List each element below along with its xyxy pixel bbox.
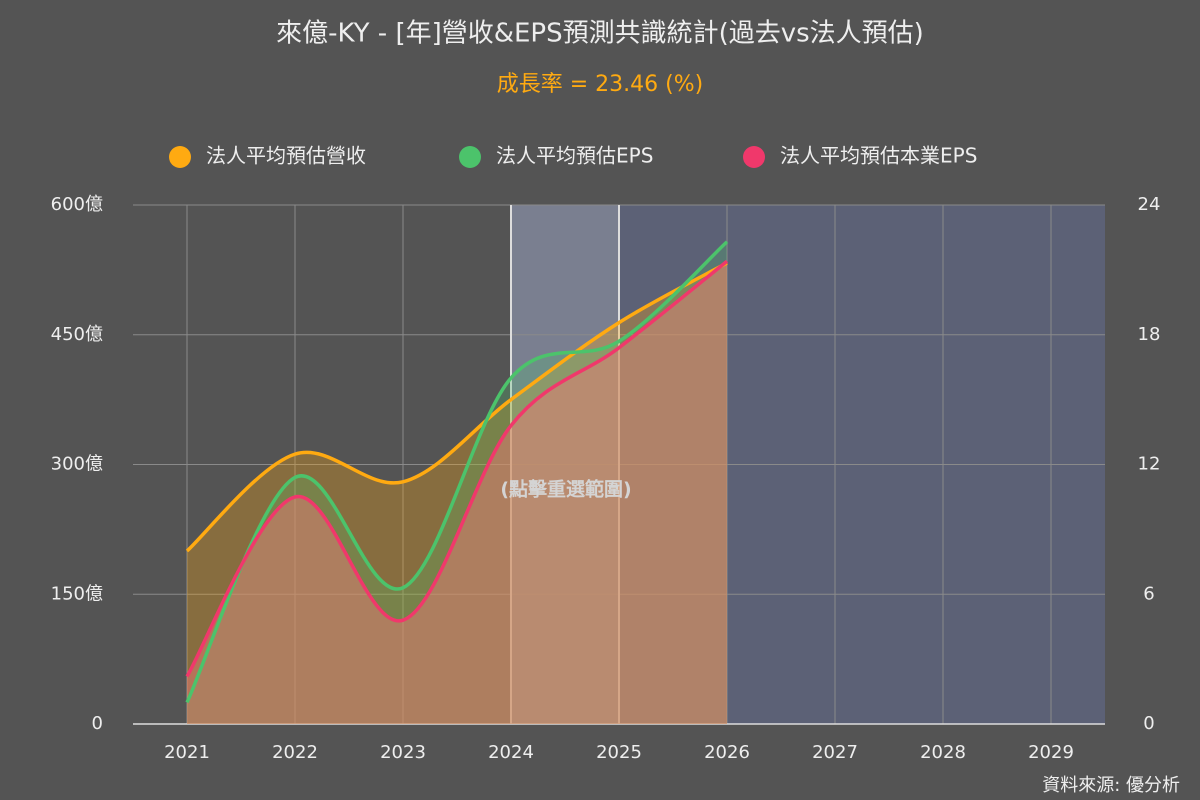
legend-marker bbox=[459, 146, 481, 168]
x-tick-label: 2021 bbox=[164, 742, 210, 763]
y2-tick-label: 6 bbox=[1143, 583, 1154, 604]
area bbox=[187, 241, 727, 724]
chart-title: 來億-KY - [年]營收&EPS預測共識統計(過去vs法人預估) bbox=[276, 19, 924, 49]
y2-tick-label: 0 bbox=[1143, 713, 1154, 734]
legend-marker bbox=[743, 146, 765, 168]
x-tick-label: 2022 bbox=[272, 742, 318, 763]
line bbox=[185, 240, 729, 704]
area bbox=[187, 261, 727, 724]
line bbox=[185, 259, 729, 678]
grid bbox=[133, 204, 1105, 725]
legend-label: 法人平均預估EPS bbox=[496, 144, 653, 168]
y2-tick-label: 18 bbox=[1138, 324, 1161, 345]
y-tick-label: 600億 bbox=[51, 194, 103, 215]
legend-label: 法人平均預估本業EPS bbox=[780, 144, 977, 168]
y-tick-label: 450億 bbox=[51, 324, 103, 345]
legend-marker bbox=[169, 146, 191, 168]
x-tick-label: 2025 bbox=[596, 742, 642, 763]
y-tick-label: 150億 bbox=[51, 583, 103, 604]
x-tick-label: 2028 bbox=[920, 742, 966, 763]
x-tick-label: 2024 bbox=[488, 742, 534, 763]
y2-tick-label: 12 bbox=[1138, 454, 1161, 475]
y2-tick-label: 24 bbox=[1138, 194, 1161, 215]
x-tick-label: 2023 bbox=[380, 742, 426, 763]
x-tick-label: 2027 bbox=[812, 742, 858, 763]
y-tick-label: 0 bbox=[92, 713, 103, 734]
chart-subtitle: 成長率 = 23.46 (%) bbox=[497, 72, 703, 97]
source: 資料來源: 優分析 bbox=[1042, 775, 1180, 796]
y-tick-label: 300億 bbox=[51, 454, 103, 475]
line bbox=[185, 261, 728, 553]
legend-label: 法人平均預估營收 bbox=[206, 144, 366, 168]
annotation: (點擊重選範圍) bbox=[500, 478, 631, 501]
x-tick-label: 2029 bbox=[1028, 742, 1074, 763]
x-tick-label: 2026 bbox=[704, 742, 750, 763]
